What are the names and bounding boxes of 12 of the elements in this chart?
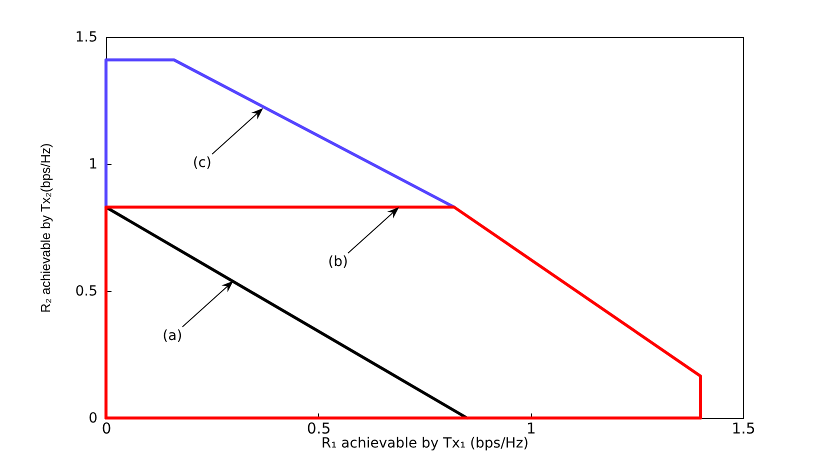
y-tick-label: 1.5: [75, 30, 98, 46]
y-tick-label: 1: [88, 156, 98, 172]
x-tick-label: 1.5: [732, 420, 756, 438]
x-tick-label: 0: [102, 420, 112, 438]
y-axis-title: R₂ achievable by Tx₂(bps/Hz): [38, 143, 54, 313]
x-axis-title: R₁ achievable by Tx₁ (bps/Hz): [321, 436, 529, 452]
annotation: (a): [162, 328, 182, 344]
y-tick-label: 0.5: [75, 284, 98, 300]
x-tick-label: 0.5: [306, 420, 331, 438]
x-tick-label: 1: [526, 420, 536, 438]
annotation: (b): [328, 254, 348, 270]
annotation: (c): [192, 155, 212, 172]
